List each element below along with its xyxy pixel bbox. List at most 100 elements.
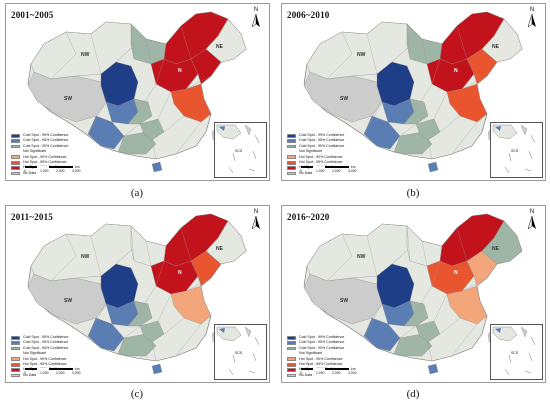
legend-label: Cold Spot - 90% Confidence bbox=[299, 345, 345, 350]
north-label: N bbox=[529, 7, 535, 13]
province-border bbox=[409, 98, 425, 103]
legend-item-cold90: Cold Spot - 90% Confidence bbox=[11, 346, 81, 351]
region-hainan bbox=[427, 363, 439, 375]
province-border bbox=[421, 38, 428, 65]
map-panel-b: NW SW NE N 2006~2010 N Cold Spot - 99% Confide… bbox=[281, 3, 546, 181]
province-border bbox=[409, 300, 425, 305]
legend-item-cold99: Cold Spot - 99% Confidence bbox=[287, 335, 357, 340]
region-label-nw: NW bbox=[357, 52, 366, 58]
legend-item-cold90: Cold Spot - 90% Confidence bbox=[287, 346, 357, 351]
scale-unit: km bbox=[351, 367, 356, 371]
province-border bbox=[123, 325, 141, 339]
province-border bbox=[175, 121, 202, 155]
legend-swatch bbox=[11, 335, 20, 340]
province-border bbox=[133, 300, 149, 305]
panel-title: 2011~2015 bbox=[11, 212, 53, 222]
scale-tick-label: 3,000 bbox=[72, 169, 81, 173]
scale-tick-label: 2,000 bbox=[56, 169, 65, 173]
province-border bbox=[451, 323, 478, 357]
province-border bbox=[151, 139, 157, 160]
legend-swatch bbox=[287, 150, 296, 154]
province-border bbox=[137, 83, 157, 113]
province-border bbox=[431, 260, 441, 287]
scale-tick-label: 3,000 bbox=[72, 371, 81, 375]
panel-title: 2001~2005 bbox=[11, 10, 54, 20]
province-border bbox=[431, 58, 441, 85]
legend-label: Cold Spot - 95% Confidence bbox=[299, 340, 345, 345]
legend-label: Hot Spot - 90% Confidence bbox=[23, 154, 67, 159]
legend-item-cold99: Cold Spot - 99% Confidence bbox=[287, 133, 357, 138]
legend-swatch bbox=[287, 160, 296, 165]
legend-swatch bbox=[11, 341, 20, 345]
legend-label: Cold Spot - 90% Confidence bbox=[23, 345, 69, 350]
region-label-sw: SW bbox=[64, 298, 72, 304]
province-border bbox=[185, 75, 212, 90]
legend-label: Cold Spot - 95% Confidence bbox=[299, 138, 345, 143]
legend-swatch bbox=[287, 139, 296, 143]
legend-swatch bbox=[287, 368, 296, 372]
legend-label: Cold Spot - 99% Confidence bbox=[299, 335, 345, 339]
region-east-coast bbox=[170, 83, 212, 123]
north-label: N bbox=[529, 209, 535, 215]
inset-label: SCS bbox=[511, 351, 519, 355]
region-inner-mongolia-mid bbox=[406, 23, 443, 65]
province-border bbox=[123, 123, 141, 137]
province-border bbox=[366, 33, 378, 75]
legend-item-cold99: Cold Spot - 99% Confidence bbox=[11, 335, 81, 340]
region-label-ne: NE bbox=[216, 246, 224, 252]
legend-item-nodata: No Data bbox=[11, 171, 81, 176]
legend-item-cold95: Cold Spot - 95% Confidence bbox=[287, 138, 357, 143]
south-china-sea-inset: SCS bbox=[490, 324, 543, 380]
legend-swatch bbox=[287, 171, 296, 176]
north-label: N bbox=[253, 7, 259, 13]
panel-caption: (a) bbox=[130, 187, 144, 199]
scale-tick-label: 0 bbox=[300, 371, 302, 375]
region-hainan bbox=[151, 161, 163, 173]
panel-title: 2016~2020 bbox=[287, 212, 330, 222]
scale-tick-label: 3,000 bbox=[348, 371, 357, 375]
province-border bbox=[363, 303, 383, 337]
legend-item-hot95: Hot Spot - 95% Confidence bbox=[287, 362, 357, 367]
legend-swatch bbox=[11, 368, 20, 372]
region-northeast-far bbox=[205, 220, 247, 265]
scale-bar-line bbox=[301, 166, 349, 168]
legend-swatch bbox=[11, 133, 20, 138]
province-border bbox=[163, 115, 185, 133]
legend-item-nodata: No Data bbox=[287, 171, 357, 176]
region-label-nw: NW bbox=[81, 52, 90, 58]
legend-label: Hot Spot - 90% Confidence bbox=[299, 154, 343, 159]
legend-label: Not Significant bbox=[299, 149, 323, 154]
province-border bbox=[133, 98, 149, 103]
province-border bbox=[180, 25, 192, 60]
panel-caption: (c) bbox=[130, 388, 144, 400]
province-border bbox=[427, 341, 433, 362]
legend-swatch bbox=[11, 155, 20, 160]
north-arrow-icon: N bbox=[249, 209, 263, 231]
legend-item-hot90: Hot Spot - 90% Confidence bbox=[11, 155, 81, 160]
region-inner-mongolia-mid bbox=[406, 225, 443, 267]
scale-tick-label: 0 bbox=[24, 371, 26, 375]
legend-swatch bbox=[11, 160, 20, 165]
legend-label: Cold Spot - 99% Confidence bbox=[23, 133, 69, 137]
region-label-n: N bbox=[454, 68, 458, 74]
region-east-coast bbox=[170, 285, 212, 325]
province-border bbox=[155, 58, 165, 85]
province-border bbox=[427, 139, 433, 160]
region-label-n: N bbox=[178, 68, 182, 74]
scale-tick-label: 0 bbox=[300, 169, 302, 173]
legend-item-cold90: Cold Spot - 90% Confidence bbox=[287, 144, 357, 149]
legend-item-notsig: Not Significant bbox=[11, 149, 81, 154]
region-central-patch bbox=[415, 118, 441, 141]
china-map-d: NW SW NE N bbox=[303, 213, 523, 375]
map-panel-a: NW SW NE N 2001~2005 N Cold Spot - 99% Confide… bbox=[5, 3, 270, 181]
legend-item-notsig: Not Significant bbox=[11, 351, 81, 356]
province-border bbox=[413, 285, 433, 315]
scale-bar: 0 1,000 2,000 3,000 km bbox=[24, 165, 85, 175]
map-panel-c: NW SW NE N 2011~2015 N Cold Spot - 99% Confide… bbox=[5, 205, 270, 383]
province-border bbox=[145, 240, 152, 267]
province-border bbox=[439, 317, 461, 335]
map-panel-d: NW SW NE N 2016~2020 N Cold Spot - 99% Confide… bbox=[281, 205, 546, 383]
province-border bbox=[163, 317, 185, 335]
province-border bbox=[433, 293, 448, 322]
scale-bar-line bbox=[301, 368, 349, 370]
